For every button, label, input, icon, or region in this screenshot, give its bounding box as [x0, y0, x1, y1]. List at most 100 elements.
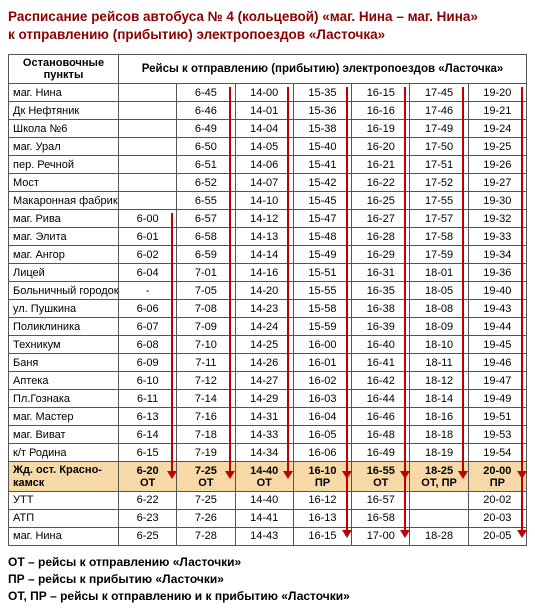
- time-cell: 15-38: [293, 120, 351, 138]
- time-cell: 14-27: [235, 372, 293, 390]
- stop-name-cell: Макаронная фабрика: [9, 192, 119, 210]
- stop-name-cell: Жд. ост. Красно-камск: [9, 462, 119, 491]
- time-cell: 19-30: [468, 192, 526, 210]
- time-cell: 17-50: [410, 138, 468, 156]
- time-cell: 6-59: [177, 246, 235, 264]
- stop-name-cell: Лицей: [9, 264, 119, 282]
- time-cell: 6-51: [177, 156, 235, 174]
- time-cell: 7-05: [177, 282, 235, 300]
- time-cell: 16-40: [352, 336, 410, 354]
- time-cell: 6-09: [119, 354, 177, 372]
- time-cell: 16-15: [293, 527, 351, 545]
- table-row: ул. Пушкина6-067-0814-2315-5816-3818-081…: [9, 300, 527, 318]
- time-cell: 16-13: [293, 509, 351, 527]
- time-cell: 6-15: [119, 444, 177, 462]
- time-cell: 16-05: [293, 426, 351, 444]
- time-cell: [410, 509, 468, 527]
- time-cell: 19-53: [468, 426, 526, 444]
- time-cell: 16-02: [293, 372, 351, 390]
- time-cell: 18-08: [410, 300, 468, 318]
- time-cell: 16-25: [352, 192, 410, 210]
- table-row: маг. Мастер6-137-1614-3116-0416-4618-161…: [9, 408, 527, 426]
- stop-name-cell: маг. Урал: [9, 138, 119, 156]
- time-cell: 18-10: [410, 336, 468, 354]
- time-cell: 18-11: [410, 354, 468, 372]
- stop-name-cell: маг. Нина: [9, 84, 119, 102]
- time-cell: 6-13: [119, 408, 177, 426]
- time-cell: 16-49: [352, 444, 410, 462]
- time-cell: 7-19: [177, 444, 235, 462]
- table-row: Макаронная фабрика6-5514-1015-4516-2517-…: [9, 192, 527, 210]
- time-cell: 15-42: [293, 174, 351, 192]
- table-row: маг. Виват6-147-1814-3316-0516-4818-1819…: [9, 426, 527, 444]
- time-cell: 7-11: [177, 354, 235, 372]
- time-cell: 18-14: [410, 390, 468, 408]
- time-cell: 17-58: [410, 228, 468, 246]
- table-row: АТП6-237-2614-4116-1316-5820-03: [9, 509, 527, 527]
- time-cell: 20-05: [468, 527, 526, 545]
- time-cell: 16-39: [352, 318, 410, 336]
- time-cell: 7-16: [177, 408, 235, 426]
- table-row: Пл.Гознака6-117-1414-2916-0316-4418-1419…: [9, 390, 527, 408]
- time-cell: 14-43: [235, 527, 293, 545]
- stop-name-cell: маг. Рива: [9, 210, 119, 228]
- time-cell: 16-29: [352, 246, 410, 264]
- time-cell: 7-08: [177, 300, 235, 318]
- time-cell: 19-21: [468, 102, 526, 120]
- time-cell: 14-41: [235, 509, 293, 527]
- time-cell: 20-00ПР: [468, 462, 526, 491]
- time-cell: 6-22: [119, 491, 177, 509]
- time-cell: 16-58: [352, 509, 410, 527]
- title-block: Расписание рейсов автобуса № 4 (кольцево…: [8, 8, 527, 44]
- th-flights: Рейсы к отправлению (прибытию) электропо…: [119, 55, 527, 84]
- time-cell: 19-25: [468, 138, 526, 156]
- table-row: к/т Родина6-157-1914-3416-0616-4918-1919…: [9, 444, 527, 462]
- time-cell: 14-23: [235, 300, 293, 318]
- stop-name-cell: Поликлиника: [9, 318, 119, 336]
- time-cell: 17-52: [410, 174, 468, 192]
- stop-name-cell: ул. Пушкина: [9, 300, 119, 318]
- time-cell: 7-28: [177, 527, 235, 545]
- table-row: Больничный городок-7-0514-2015-5516-3518…: [9, 282, 527, 300]
- time-cell: 14-33: [235, 426, 293, 444]
- time-cell: 6-00: [119, 210, 177, 228]
- time-cell: 18-12: [410, 372, 468, 390]
- time-cell: 18-25ОТ, ПР: [410, 462, 468, 491]
- time-cell: 16-22: [352, 174, 410, 192]
- time-cell: 19-27: [468, 174, 526, 192]
- time-cell: 16-42: [352, 372, 410, 390]
- time-cell: 16-41: [352, 354, 410, 372]
- table-row: маг. Рива6-006-5714-1215-4716-2717-5719-…: [9, 210, 527, 228]
- time-cell: 6-10: [119, 372, 177, 390]
- time-cell: 16-27: [352, 210, 410, 228]
- time-cell: 14-04: [235, 120, 293, 138]
- time-cell: 16-03: [293, 390, 351, 408]
- table-row: Техникум6-087-1014-2516-0016-4018-1019-4…: [9, 336, 527, 354]
- time-cell: 14-31: [235, 408, 293, 426]
- table-row: маг. Урал6-5014-0515-4016-2017-5019-25: [9, 138, 527, 156]
- time-cell: 6-20ОТ: [119, 462, 177, 491]
- time-cell: 14-34: [235, 444, 293, 462]
- time-cell: 7-14: [177, 390, 235, 408]
- table-row: Баня6-097-1114-2616-0116-4118-1119-46: [9, 354, 527, 372]
- time-cell: 19-49: [468, 390, 526, 408]
- stop-name-cell: Школа №6: [9, 120, 119, 138]
- stop-name-cell: Пл.Гознака: [9, 390, 119, 408]
- time-cell: 19-44: [468, 318, 526, 336]
- time-cell: 7-25ОТ: [177, 462, 235, 491]
- table-row: пер. Речной6-5114-0615-4116-2117-5119-26: [9, 156, 527, 174]
- schedule-table: Остановочные пункты Рейсы к отправлению …: [8, 54, 527, 545]
- time-cell: 6-23: [119, 509, 177, 527]
- title-line-1: Расписание рейсов автобуса № 4 (кольцево…: [8, 8, 527, 26]
- time-cell: 17-45: [410, 84, 468, 102]
- time-cell: [119, 156, 177, 174]
- time-cell: 16-57: [352, 491, 410, 509]
- time-cell: 18-28: [410, 527, 468, 545]
- time-cell: 18-09: [410, 318, 468, 336]
- time-cell: 17-55: [410, 192, 468, 210]
- time-cell: 16-06: [293, 444, 351, 462]
- time-cell: [119, 174, 177, 192]
- time-cell: 7-01: [177, 264, 235, 282]
- time-cell: 15-58: [293, 300, 351, 318]
- time-cell: 6-08: [119, 336, 177, 354]
